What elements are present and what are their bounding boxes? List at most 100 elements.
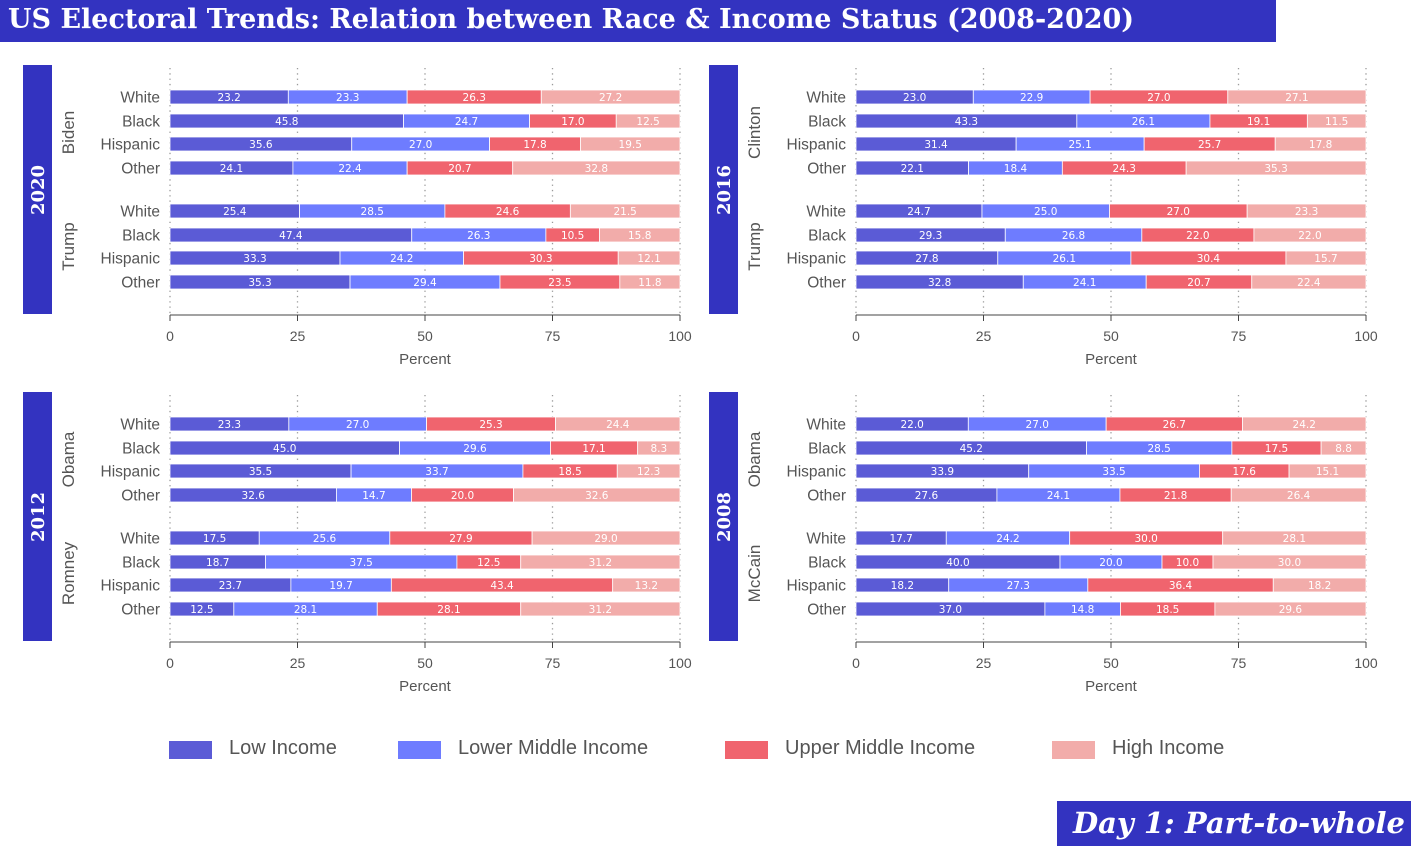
bar-segment-high-income xyxy=(1306,113,1367,129)
bar-value-label: 20.0 xyxy=(451,490,474,502)
x-tick-label: 0 xyxy=(852,328,860,344)
bar-segment-high-income xyxy=(1272,577,1367,593)
bar-value-label: 24.4 xyxy=(606,419,630,431)
bar-segment-high-income xyxy=(540,89,681,105)
bar-value-label: 26.3 xyxy=(467,230,490,242)
x-axis-label: Percent xyxy=(399,351,452,368)
bar-value-label: 18.7 xyxy=(206,557,229,569)
legend: Low Income Lower Middle Income Upper Mid… xyxy=(0,735,1411,765)
bar-segment-high-income xyxy=(617,250,681,266)
x-axis-label: Percent xyxy=(1085,678,1138,695)
race-label: White xyxy=(806,204,846,221)
bar-value-label: 17.5 xyxy=(1265,443,1288,455)
x-tick-label: 75 xyxy=(545,655,561,671)
bar-value-label: 17.0 xyxy=(561,116,584,128)
bar-segment-high-income xyxy=(520,601,681,617)
race-label: Hispanic xyxy=(101,251,161,268)
race-label: Other xyxy=(807,161,846,178)
race-label: Other xyxy=(121,161,160,178)
bar-value-label: 26.4 xyxy=(1287,490,1311,502)
race-label: Black xyxy=(122,441,160,458)
bar-value-label: 27.2 xyxy=(599,92,622,104)
legend-label: Low Income xyxy=(229,737,337,759)
bar-value-label: 33.9 xyxy=(931,466,954,478)
bar-value-label: 8.8 xyxy=(1335,443,1352,455)
bar-value-label: 12.5 xyxy=(190,604,213,616)
race-label: Black xyxy=(122,228,160,245)
bar-value-label: 8.3 xyxy=(650,443,667,455)
race-label: Hispanic xyxy=(787,251,847,268)
bar-value-label: 22.0 xyxy=(1186,230,1209,242)
chart-panel-2016: 2016 Clinton White 23.0 22.9 27.0 27.1 Black 43.… xyxy=(686,63,1378,393)
bar-value-label: 45.8 xyxy=(275,116,298,128)
year-banner xyxy=(709,392,738,641)
bar-value-label: 31.2 xyxy=(589,604,612,616)
bar-value-label: 25.4 xyxy=(223,206,247,218)
bar-segment-high-income xyxy=(1227,89,1367,105)
x-tick-label: 25 xyxy=(290,655,306,671)
bar-value-label: 43.3 xyxy=(955,116,978,128)
race-label: Other xyxy=(121,275,160,292)
bar-value-label: 27.0 xyxy=(1167,206,1190,218)
x-tick-label: 50 xyxy=(417,655,433,671)
bar-segment-high-income xyxy=(616,463,681,479)
bar-value-label: 47.4 xyxy=(279,230,303,242)
bar-value-label: 22.0 xyxy=(1298,230,1321,242)
bar-value-label: 24.1 xyxy=(1047,490,1070,502)
bar-segment-high-income xyxy=(1242,416,1367,432)
chart-panel-2012: 2012 Obama White 23.3 27.0 25.3 24.4 Black 45.0 2… xyxy=(0,390,692,720)
bar-value-label: 43.4 xyxy=(490,580,514,592)
bar-value-label: 18.2 xyxy=(1308,580,1331,592)
chart-svg: 2008 Obama White 22.0 27.0 26.7 24.2 Black 45.2 2… xyxy=(709,392,1378,695)
bar-segment-high-income xyxy=(1222,530,1367,546)
year-label: 2020 xyxy=(28,165,49,215)
candidate-label: Obama xyxy=(745,431,764,487)
bar-value-label: 29.4 xyxy=(413,277,437,289)
bar-value-label: 18.4 xyxy=(1004,163,1028,175)
bar-value-label: 35.3 xyxy=(1264,163,1287,175)
bar-value-label: 27.0 xyxy=(409,139,432,151)
race-label: White xyxy=(806,90,846,107)
bar-value-label: 32.8 xyxy=(585,163,608,175)
x-tick-label: 25 xyxy=(290,328,306,344)
bar-value-label: 35.3 xyxy=(248,277,271,289)
legend-swatch xyxy=(398,741,441,759)
bar-value-label: 13.2 xyxy=(635,580,658,592)
bar-value-label: 37.0 xyxy=(939,604,962,616)
bar-value-label: 22.1 xyxy=(901,163,924,175)
x-tick-label: 50 xyxy=(417,328,433,344)
bar-segment-high-income xyxy=(612,577,681,593)
bar-value-label: 30.0 xyxy=(1134,533,1157,545)
bar-segment-high-income xyxy=(615,113,681,129)
bar-value-label: 18.5 xyxy=(1156,604,1179,616)
bar-segment-high-income xyxy=(1246,203,1367,219)
x-tick-label: 50 xyxy=(1103,328,1119,344)
legend-swatch xyxy=(1052,741,1095,759)
chart-panel-2020: 2020 Biden White 23.2 23.3 26.3 27.2 Black 45.8 2… xyxy=(0,63,692,393)
bar-value-label: 15.1 xyxy=(1316,466,1339,478)
race-label: Black xyxy=(808,228,846,245)
bar-value-label: 31.2 xyxy=(589,557,612,569)
bar-value-label: 12.1 xyxy=(637,253,660,265)
bar-value-label: 21.8 xyxy=(1164,490,1187,502)
bar-value-label: 35.5 xyxy=(249,466,272,478)
bar-value-label: 33.7 xyxy=(425,466,448,478)
bar-value-label: 26.1 xyxy=(1053,253,1076,265)
race-label: Hispanic xyxy=(101,137,161,154)
bar-value-label: 27.9 xyxy=(449,533,472,545)
bar-value-label: 23.2 xyxy=(217,92,240,104)
bar-segment-high-income xyxy=(1251,274,1367,290)
bar-value-label: 27.0 xyxy=(1147,92,1170,104)
bar-value-label: 26.8 xyxy=(1062,230,1085,242)
bar-value-label: 33.3 xyxy=(243,253,266,265)
bar-value-label: 25.3 xyxy=(479,419,502,431)
bar-value-label: 27.8 xyxy=(915,253,938,265)
bar-value-label: 24.6 xyxy=(496,206,520,218)
bar-value-label: 26.1 xyxy=(1132,116,1155,128)
legend-label: Upper Middle Income xyxy=(785,737,976,759)
candidate-label: Biden xyxy=(59,111,78,154)
x-tick-label: 0 xyxy=(166,328,174,344)
bar-value-label: 23.7 xyxy=(219,580,242,592)
x-axis-label: Percent xyxy=(399,678,452,695)
bar-value-label: 27.6 xyxy=(915,490,939,502)
